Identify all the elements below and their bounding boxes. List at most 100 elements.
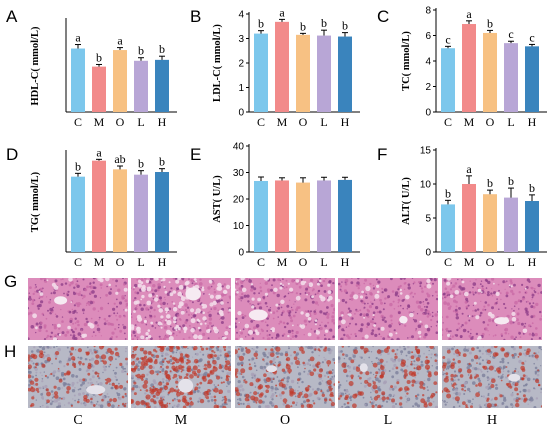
y-axis-label: TC( mmol/L)	[401, 31, 412, 91]
he-micrograph-l	[338, 278, 438, 340]
bar-o	[296, 34, 310, 113]
oil-red-o-micrograph-h	[442, 346, 542, 408]
oil-red-o-micrograph-o	[235, 346, 335, 408]
x-tick-label: C	[257, 115, 265, 129]
he-micrograph-h	[442, 278, 542, 340]
x-tick-label: O	[116, 115, 125, 129]
he-micrograph-c	[28, 278, 128, 340]
x-tick-label: M	[464, 115, 475, 129]
panel-letter-g: G	[4, 272, 18, 291]
column-label-c: C	[73, 413, 83, 428]
x-tick-label: L	[320, 115, 327, 129]
significance-letter: b	[300, 19, 306, 33]
panel-letter-d: D	[6, 145, 18, 164]
bar-charts: A HDL-C( mmol/L) a Cb Ma Ob Lb H B LDL-C( mmol/L)…	[6, 5, 547, 269]
x-tick-label: M	[277, 255, 288, 269]
bar-o	[483, 194, 497, 252]
x-tick-label: O	[486, 255, 495, 269]
x-tick-label: H	[341, 255, 350, 269]
y-tick-label: 4	[425, 57, 431, 68]
y-tick-label: 0	[425, 108, 431, 119]
y-tick-label: 0	[425, 248, 431, 259]
panel-letter-e: E	[190, 145, 201, 164]
significance-letter: b	[96, 50, 102, 64]
y-tick-label: 1	[238, 83, 244, 94]
bar-m	[462, 184, 476, 252]
x-tick-label: M	[94, 115, 105, 129]
oil-red-o-micrograph-m	[131, 346, 231, 408]
y-tick-label: 40	[233, 142, 245, 153]
significance-letter: c	[445, 32, 450, 46]
bar-h	[338, 36, 352, 112]
y-tick-label: 10	[233, 221, 245, 232]
column-label-h: H	[486, 413, 498, 428]
column-label-m: M	[174, 413, 188, 428]
x-tick-label: M	[277, 115, 288, 129]
x-tick-label: O	[299, 255, 308, 269]
chart-panel-e: E AST( U/L) 0 10 20 30 40 C M O L H	[190, 142, 360, 269]
y-axis-label: HDL-C( mmol/L)	[30, 26, 41, 106]
y-tick-label: 15	[420, 146, 432, 157]
x-tick-label: L	[137, 115, 144, 129]
y-axis-label: TG( mmol/L)	[30, 171, 41, 232]
chart-panel-d: D TG( mmol/L) b Ca Mab Ob Lb H	[6, 145, 177, 269]
bar-m	[92, 66, 106, 112]
y-tick-label: 4	[238, 10, 244, 21]
significance-letter: a	[466, 162, 472, 176]
y-tick-label: 0	[238, 108, 244, 119]
bar-c	[441, 204, 455, 252]
x-tick-label: L	[507, 255, 514, 269]
significance-letter: b	[258, 17, 264, 31]
x-tick-label: O	[486, 115, 495, 129]
significance-letter: a	[466, 7, 472, 21]
bar-l	[504, 197, 518, 252]
y-axis-label: ALT( U/L)	[401, 177, 412, 225]
bar-c	[254, 33, 268, 112]
bar-l	[317, 180, 331, 252]
y-tick-label: 6	[425, 31, 431, 42]
x-tick-label: L	[507, 115, 514, 129]
bar-c	[71, 48, 85, 112]
chart-panel-f: F ALT( U/L) 0 5 10 15 b Ca Mb Ob Lb H	[377, 145, 547, 269]
x-tick-label: C	[74, 115, 82, 129]
significance-letter: b	[75, 159, 81, 173]
x-tick-label: C	[74, 255, 82, 269]
panel-letter-h: H	[4, 342, 17, 361]
bar-c	[71, 176, 85, 252]
bar-o	[483, 32, 497, 113]
y-tick-label: 2	[425, 82, 431, 93]
x-tick-label: C	[257, 255, 265, 269]
x-tick-label: O	[299, 115, 308, 129]
x-tick-label: C	[444, 115, 452, 129]
column-label-l: L	[383, 413, 393, 428]
bar-m	[275, 180, 289, 252]
significance-letter: b	[138, 157, 144, 171]
bar-h	[525, 201, 539, 252]
column-label-o: O	[279, 413, 291, 428]
significance-letter: b	[159, 155, 165, 169]
y-tick-label: 2	[238, 59, 244, 70]
x-tick-label: H	[158, 115, 167, 129]
he-micrograph-o	[235, 278, 335, 340]
y-tick-label: 0	[238, 248, 244, 259]
y-tick-label: 30	[233, 168, 245, 179]
significance-letter: b	[529, 181, 535, 195]
bar-o	[113, 169, 127, 252]
x-tick-label: C	[444, 255, 452, 269]
bar-c	[441, 48, 455, 112]
significance-letter: b	[508, 174, 514, 188]
x-tick-label: H	[528, 255, 537, 269]
bar-h	[525, 46, 539, 112]
x-tick-label: H	[341, 115, 350, 129]
panel-letter-c: C	[377, 7, 389, 26]
bar-l	[504, 43, 518, 112]
significance-letter: c	[529, 30, 534, 44]
bar-o	[113, 50, 127, 112]
x-tick-label: H	[158, 255, 167, 269]
bar-l	[134, 174, 148, 252]
bar-l	[134, 60, 148, 112]
significance-letter: a	[279, 5, 285, 19]
x-tick-label: O	[116, 255, 125, 269]
bar-h	[155, 172, 169, 252]
